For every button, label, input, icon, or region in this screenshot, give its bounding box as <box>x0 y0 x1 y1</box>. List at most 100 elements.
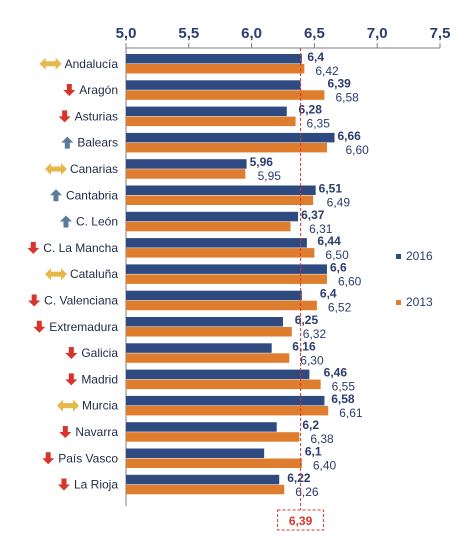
value-label-2016: 6,1 <box>305 445 322 459</box>
down-arrow-icon <box>27 241 40 254</box>
value-label-2016: 6,22 <box>287 471 311 485</box>
value-label-2016: 6,58 <box>331 392 355 406</box>
value-label-2016: 6,6 <box>330 260 347 274</box>
bar-2013 <box>126 221 291 232</box>
category-labels: Andalucía Aragón Asturias Balears Canarias Ca… <box>27 57 118 492</box>
bar-2013 <box>126 90 325 100</box>
bar-2016 <box>126 238 307 248</box>
value-label-2013: 6,31 <box>309 222 333 236</box>
bar-2013 <box>126 353 290 363</box>
bar-2016 <box>126 369 310 380</box>
category-label: C. Valenciana <box>44 293 118 307</box>
value-label-2016: 6,28 <box>299 103 323 117</box>
reference-label: 6,39 <box>289 514 313 528</box>
up-arrow-icon <box>61 136 74 149</box>
bar-2016 <box>126 395 325 406</box>
bar-2013 <box>126 300 317 311</box>
bar-2013 <box>126 327 292 337</box>
bar-2016 <box>126 211 299 222</box>
category-label: Navarra <box>75 425 118 439</box>
bar-2016 <box>126 132 335 143</box>
value-label-2016: 6,37 <box>301 208 325 222</box>
value-label-2016: 6,44 <box>317 234 341 248</box>
bar-2016 <box>126 159 247 169</box>
reference-line-group: 6,39 <box>277 48 325 531</box>
x-tick-label: 6,0 <box>241 25 262 42</box>
bar-2016 <box>126 448 265 458</box>
bar-2016 <box>126 264 327 274</box>
bar-2016 <box>126 343 272 353</box>
x-tick-label: 5,0 <box>116 25 137 42</box>
sideways-arrow-icon <box>44 162 67 175</box>
bar-2013 <box>126 195 314 205</box>
value-label-2016: 6,2 <box>302 418 319 432</box>
value-label-2013: 6,60 <box>345 143 369 157</box>
bar-2013 <box>126 484 285 495</box>
down-arrow-icon <box>63 84 76 97</box>
category-label: Cataluña <box>70 267 118 281</box>
reference-box <box>277 509 325 531</box>
bar-2016 <box>126 54 302 64</box>
bar-2013 <box>126 142 327 153</box>
x-tick-label: 5,5 <box>178 25 199 42</box>
down-arrow-icon <box>33 320 46 333</box>
category-label: C. La Mancha <box>43 241 118 255</box>
category-label: La Rioja <box>74 478 118 492</box>
bar-2013 <box>126 379 321 390</box>
value-label-2016: 6,46 <box>324 366 348 380</box>
bar-series: 6,46,426,396,586,286,356,666,605,965,956… <box>126 50 369 499</box>
value-label-2013: 6,32 <box>303 327 327 341</box>
category-label: Asturias <box>75 109 118 123</box>
value-label-2013: 6,55 <box>332 380 356 394</box>
bar-2016 <box>126 422 277 432</box>
up-arrow-icon <box>49 189 62 202</box>
legend-label-2013: 2013 <box>406 295 433 309</box>
value-label-2016: 6,25 <box>295 313 319 327</box>
down-arrow-icon <box>57 478 70 491</box>
value-label-2013: 6,52 <box>328 301 352 315</box>
down-arrow-icon <box>65 347 78 360</box>
down-arrow-icon <box>42 452 55 465</box>
legend-swatch-2013 <box>396 300 401 305</box>
bar-2013 <box>126 169 246 179</box>
bar-2016 <box>126 106 287 117</box>
sideways-arrow-icon <box>39 57 62 70</box>
up-arrow-icon <box>59 215 72 228</box>
category-label: Cantabria <box>66 188 118 202</box>
bar-2013 <box>126 64 305 74</box>
value-label-2016: 6,4 <box>307 50 324 64</box>
category-label: Murcia <box>82 399 118 413</box>
bar-2013 <box>126 248 315 258</box>
category-label: Galicia <box>81 346 118 360</box>
bar-2016 <box>126 317 283 327</box>
value-label-2016: 6,4 <box>320 287 337 301</box>
legend-label-2016: 2016 <box>406 249 433 263</box>
bar-2016 <box>126 290 302 301</box>
legend-swatch-2016 <box>396 254 401 259</box>
sideways-arrow-icon <box>44 268 67 281</box>
x-tick-label: 6,5 <box>304 25 325 42</box>
x-tick-label: 7,0 <box>367 25 388 42</box>
bar-2013 <box>126 405 329 416</box>
value-label-2016: 6,39 <box>327 76 351 90</box>
value-label-2013: 6,42 <box>315 64 339 78</box>
value-label-2013: 6,30 <box>300 353 324 367</box>
category-label: Madrid <box>81 372 118 386</box>
category-label: Andalucía <box>65 57 119 71</box>
bar-2013 <box>126 458 302 468</box>
value-label-2013: 6,60 <box>338 274 362 288</box>
value-label-2013: 6,38 <box>310 432 334 446</box>
value-label-2013: 6,49 <box>327 196 351 210</box>
value-label-2013: 6,61 <box>339 406 363 420</box>
value-label-2013: 6,50 <box>325 248 349 262</box>
value-label-2016: 6,51 <box>319 182 343 196</box>
category-label: C. León <box>76 215 118 229</box>
down-arrow-icon <box>59 425 72 438</box>
category-label: Balears <box>77 136 118 150</box>
value-label-2013: 6,40 <box>313 459 337 473</box>
category-label: País Vasco <box>58 451 118 465</box>
sideways-arrow-icon <box>56 399 79 412</box>
down-arrow-icon <box>58 110 71 123</box>
bar-2013 <box>126 274 327 284</box>
